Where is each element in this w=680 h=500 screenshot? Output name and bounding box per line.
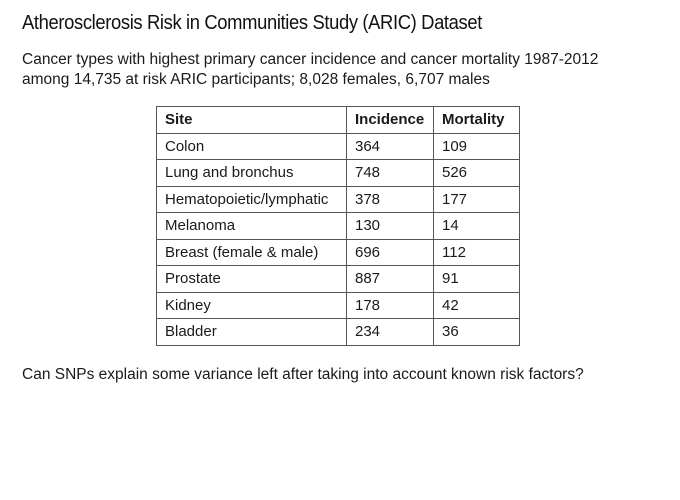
header-site: Site xyxy=(156,106,347,134)
cell-incidence: 696 xyxy=(346,238,434,266)
table-row: Kidney 178 42 xyxy=(156,291,520,319)
subtitle-line-1: Cancer types with highest primary cancer… xyxy=(22,51,599,68)
cancer-table: Site Incidence Mortality Colon 364 109 L… xyxy=(156,106,520,346)
cancer-table-container: Site Incidence Mortality Colon 364 109 L… xyxy=(156,106,520,346)
cell-incidence: 887 xyxy=(346,265,434,293)
cell-incidence: 378 xyxy=(346,185,434,213)
table-row: Prostate 887 91 xyxy=(156,265,520,293)
cell-mortality: 91 xyxy=(433,265,520,293)
cell-incidence: 234 xyxy=(346,318,434,346)
cell-incidence: 178 xyxy=(346,291,434,319)
research-question: Can SNPs explain some variance left afte… xyxy=(22,366,584,383)
cell-mortality: 526 xyxy=(433,159,520,187)
cell-incidence: 748 xyxy=(346,159,434,187)
header-incidence: Incidence xyxy=(346,106,434,134)
table-header-row: Site Incidence Mortality xyxy=(156,106,520,134)
cell-mortality: 14 xyxy=(433,212,520,240)
slide-subtitle: Cancer types with highest primary cancer… xyxy=(22,50,662,90)
cell-site: Colon xyxy=(156,132,347,160)
cell-site: Bladder xyxy=(156,318,347,346)
cell-incidence: 364 xyxy=(346,132,434,160)
cell-site: Kidney xyxy=(156,291,347,319)
cell-mortality: 109 xyxy=(433,132,520,160)
cell-site: Breast (female & male) xyxy=(156,238,347,266)
table-row: Hematopoietic/lymphatic 378 177 xyxy=(156,185,520,213)
table-row: Colon 364 109 xyxy=(156,132,520,160)
cell-site: Hematopoietic/lymphatic xyxy=(156,185,347,213)
cell-mortality: 112 xyxy=(433,238,520,266)
header-mortality: Mortality xyxy=(433,106,520,134)
table-row: Lung and bronchus 748 526 xyxy=(156,159,520,187)
cell-mortality: 177 xyxy=(433,185,520,213)
cell-site: Prostate xyxy=(156,265,347,293)
cell-incidence: 130 xyxy=(346,212,434,240)
table-row: Bladder 234 36 xyxy=(156,318,520,346)
cell-site: Melanoma xyxy=(156,212,347,240)
subtitle-line-2: among 14,735 at risk ARIC participants; … xyxy=(22,71,490,88)
slide-title: Atherosclerosis Risk in Communities Stud… xyxy=(22,12,482,34)
table-row: Melanoma 130 14 xyxy=(156,212,520,240)
cell-mortality: 36 xyxy=(433,318,520,346)
table-row: Breast (female & male) 696 112 xyxy=(156,238,520,266)
cell-mortality: 42 xyxy=(433,291,520,319)
cell-site: Lung and bronchus xyxy=(156,159,347,187)
